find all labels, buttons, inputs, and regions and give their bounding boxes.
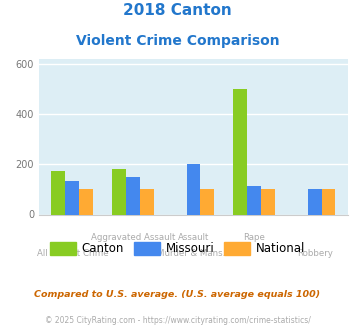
Bar	[322, 189, 335, 214]
Bar	[112, 170, 126, 214]
Bar	[308, 189, 322, 214]
Text: All Violent Crime: All Violent Crime	[37, 249, 108, 258]
Bar	[261, 189, 275, 214]
Bar	[233, 89, 247, 214]
Bar	[51, 171, 65, 214]
Text: Compared to U.S. average. (U.S. average equals 100): Compared to U.S. average. (U.S. average …	[34, 290, 321, 299]
Bar	[186, 164, 201, 214]
Bar	[126, 177, 140, 215]
Text: Aggravated Assault: Aggravated Assault	[91, 233, 175, 242]
Bar	[247, 186, 261, 215]
Legend: Canton, Missouri, National: Canton, Missouri, National	[45, 237, 310, 260]
Text: 2018 Canton: 2018 Canton	[123, 3, 232, 18]
Bar	[140, 189, 154, 214]
Text: Robbery: Robbery	[297, 249, 333, 258]
Text: Murder & Mans...: Murder & Mans...	[157, 249, 230, 258]
Text: Rape: Rape	[243, 233, 265, 242]
Text: Violent Crime Comparison: Violent Crime Comparison	[76, 34, 279, 48]
Bar	[65, 181, 79, 214]
Text: © 2025 CityRating.com - https://www.cityrating.com/crime-statistics/: © 2025 CityRating.com - https://www.city…	[45, 316, 310, 325]
Text: Assault: Assault	[178, 233, 209, 242]
Bar	[201, 189, 214, 214]
Bar	[79, 189, 93, 214]
